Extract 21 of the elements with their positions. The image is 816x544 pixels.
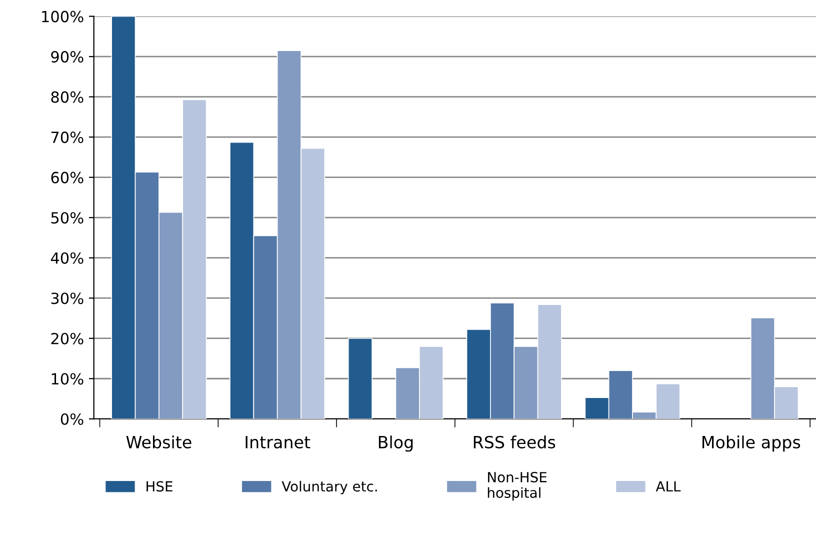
y-tick-label: 60% bbox=[51, 172, 84, 184]
y-tick-label: 70% bbox=[51, 132, 84, 144]
x-tick-label: Blog bbox=[378, 436, 413, 452]
y-tick-label: 20% bbox=[51, 332, 84, 344]
x-tick-label: Intranet bbox=[246, 436, 310, 448]
y-tick-label: 40% bbox=[50, 252, 84, 264]
legend-label: Voluntary etc. bbox=[282, 480, 377, 494]
legend-label: HSE bbox=[146, 481, 172, 492]
y-tick-label: 50% bbox=[51, 212, 84, 224]
x-tick-label: RSS feeds bbox=[474, 436, 556, 448]
legend-label: ALL bbox=[656, 481, 681, 492]
x-tick-label: Mobile apps bbox=[702, 436, 800, 452]
x-tick-label: Website bbox=[126, 436, 192, 448]
bar bbox=[348, 338, 372, 419]
y-tick-label: 100% bbox=[42, 10, 84, 22]
y-tick-label: 80% bbox=[51, 91, 84, 103]
y-tick-label: 90% bbox=[51, 51, 84, 63]
y-tick-label: 30% bbox=[51, 292, 84, 304]
y-tick-label: 10% bbox=[52, 373, 84, 385]
y-tick-label: 0% bbox=[60, 413, 84, 425]
legend-label: Non-HSE hospital bbox=[488, 472, 547, 501]
